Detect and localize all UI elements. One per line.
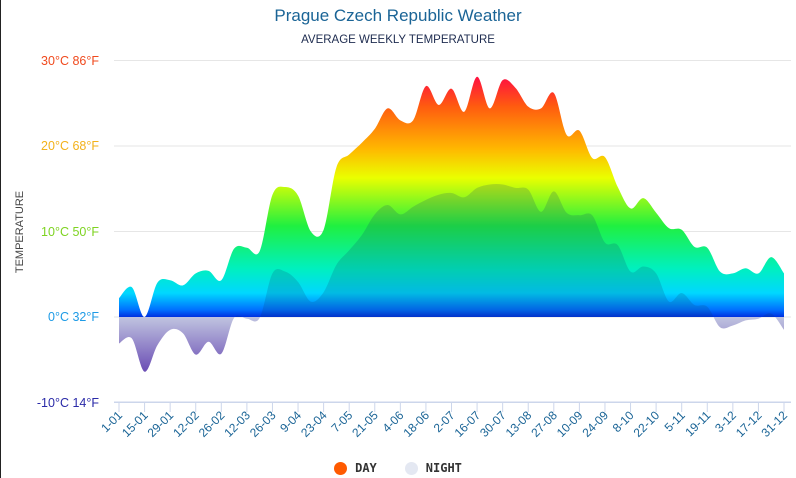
x-tick-label: 12-03 (221, 408, 253, 440)
night-marker-icon (404, 461, 418, 475)
chart-title: Prague Czech Republic Weather (274, 6, 522, 25)
legend-item-night[interactable]: NIGHT (404, 461, 462, 475)
x-tick-label: 29-01 (145, 408, 177, 440)
x-tick-label: 16-07 (452, 408, 484, 440)
x-tick-label: 27-08 (528, 408, 560, 440)
day-area-positive (119, 76, 784, 317)
left-border (0, 0, 1, 478)
x-tick-label: 10-09 (554, 408, 586, 440)
y-tick-label: -10°C 14°F (36, 395, 99, 410)
y-tick-label: 20°C 68°F (41, 139, 99, 153)
legend: DAY NIGHT (0, 461, 796, 475)
x-tick-label: 22-10 (631, 408, 663, 440)
y-tick-label: 0°C 32°F (48, 310, 99, 324)
x-tick-label: 31-12 (759, 408, 791, 440)
x-tick-label: 15-01 (119, 408, 151, 440)
x-tick-label: 19-11 (682, 408, 713, 439)
x-tick-label: 23-04 (298, 408, 330, 440)
x-tick-label: 26-03 (247, 408, 279, 440)
x-tick-label: 18-06 (400, 408, 432, 440)
y-tick-label: 30°C 86°F (41, 53, 99, 68)
x-tick-label: 21-05 (349, 408, 381, 440)
x-tick-label: 13-08 (503, 408, 535, 440)
legend-label-day: DAY (355, 461, 377, 475)
x-tick-label: 26-02 (196, 408, 228, 440)
x-tick-label: 12-02 (170, 408, 202, 440)
day-marker-icon (334, 461, 348, 475)
legend-item-day[interactable]: DAY (334, 461, 377, 475)
legend-label-night: NIGHT (425, 461, 462, 475)
x-tick-label: 24-09 (579, 408, 611, 440)
night-area-positive (119, 184, 784, 317)
x-tick-label: 17-12 (733, 408, 765, 440)
night-area-negative (119, 317, 784, 372)
chart-subtitle: AVERAGE WEEKLY TEMPERATURE (301, 34, 495, 46)
area-series (119, 76, 784, 372)
x-axis: 1-0115-0129-0112-0226-0212-0326-039-0423… (98, 401, 791, 440)
x-tick-label: 30-07 (477, 408, 509, 440)
y-tick-label: 10°C 50°F (41, 224, 99, 239)
